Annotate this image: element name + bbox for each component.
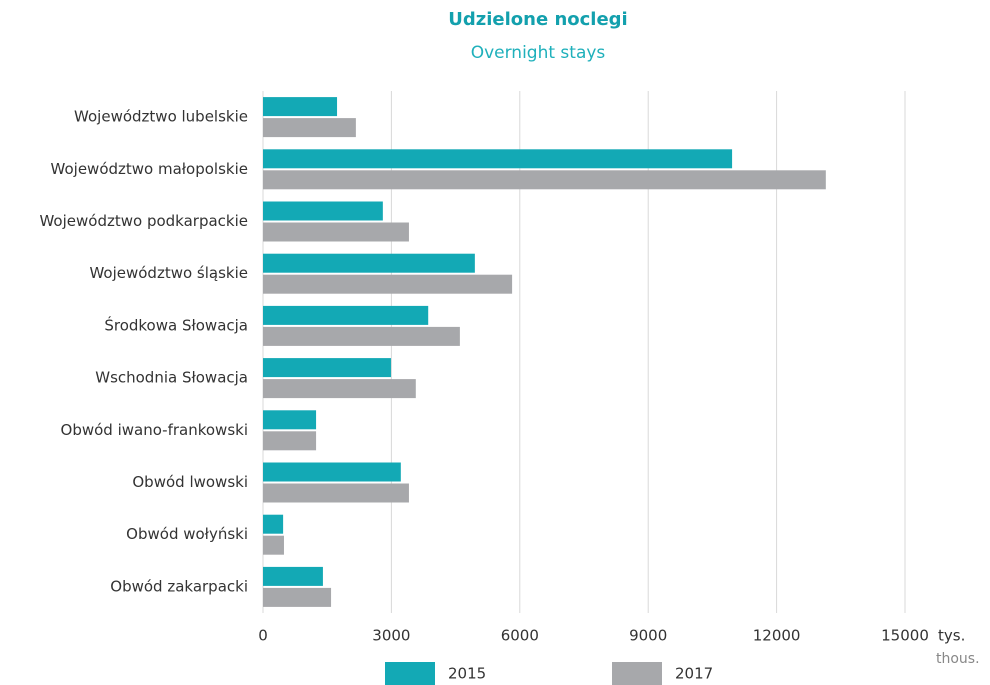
bar bbox=[263, 326, 460, 346]
y-tick-label: Środkowa Słowacja bbox=[104, 315, 248, 334]
x-tick-label: 6000 bbox=[501, 627, 539, 645]
bar bbox=[263, 462, 401, 482]
x-tick-label: 12000 bbox=[753, 627, 801, 645]
legend-label: 2015 bbox=[448, 665, 486, 683]
bar bbox=[263, 587, 332, 607]
chart-subtitle: Overnight stays bbox=[471, 43, 606, 63]
y-tick-label: Województwo lubelskie bbox=[74, 108, 248, 126]
bar bbox=[263, 222, 409, 242]
bar bbox=[263, 274, 513, 294]
x-tick-label: 3000 bbox=[372, 627, 410, 645]
legend-swatch bbox=[612, 662, 662, 685]
bar bbox=[263, 253, 475, 273]
bar bbox=[263, 305, 429, 325]
bar bbox=[263, 170, 826, 190]
x-tick-label: 9000 bbox=[629, 627, 667, 645]
x-tick-label: 15000 bbox=[881, 627, 929, 645]
legend-label: 2017 bbox=[675, 665, 713, 683]
y-tick-label: Obwód lwowski bbox=[132, 473, 248, 491]
axis-unit: tys. bbox=[938, 627, 965, 645]
bar bbox=[263, 431, 317, 451]
bar bbox=[263, 358, 391, 378]
bar bbox=[263, 410, 317, 430]
bar bbox=[263, 483, 409, 503]
y-tick-label: Województwo małopolskie bbox=[51, 160, 248, 178]
bar bbox=[263, 118, 356, 138]
bar bbox=[263, 97, 338, 117]
bar bbox=[263, 566, 323, 586]
bar bbox=[263, 514, 284, 534]
y-tick-label: Wschodnia Słowacja bbox=[95, 369, 248, 387]
axis-unit-en: thous. bbox=[936, 651, 980, 667]
y-tick-label: Obwód zakarpacki bbox=[110, 577, 248, 595]
y-tick-label: Obwód iwano-frankowski bbox=[61, 421, 248, 439]
y-tick-label: Województwo śląskie bbox=[89, 264, 248, 282]
bar bbox=[263, 201, 383, 221]
legend-swatch bbox=[385, 662, 435, 685]
bar bbox=[263, 535, 284, 555]
chart-title: Udzielone noclegi bbox=[448, 9, 627, 30]
bar bbox=[263, 149, 733, 169]
bar bbox=[263, 379, 416, 399]
x-tick-label: 0 bbox=[258, 627, 268, 645]
y-tick-label: Obwód wołyński bbox=[126, 525, 248, 543]
y-tick-label: Województwo podkarpackie bbox=[39, 212, 248, 230]
